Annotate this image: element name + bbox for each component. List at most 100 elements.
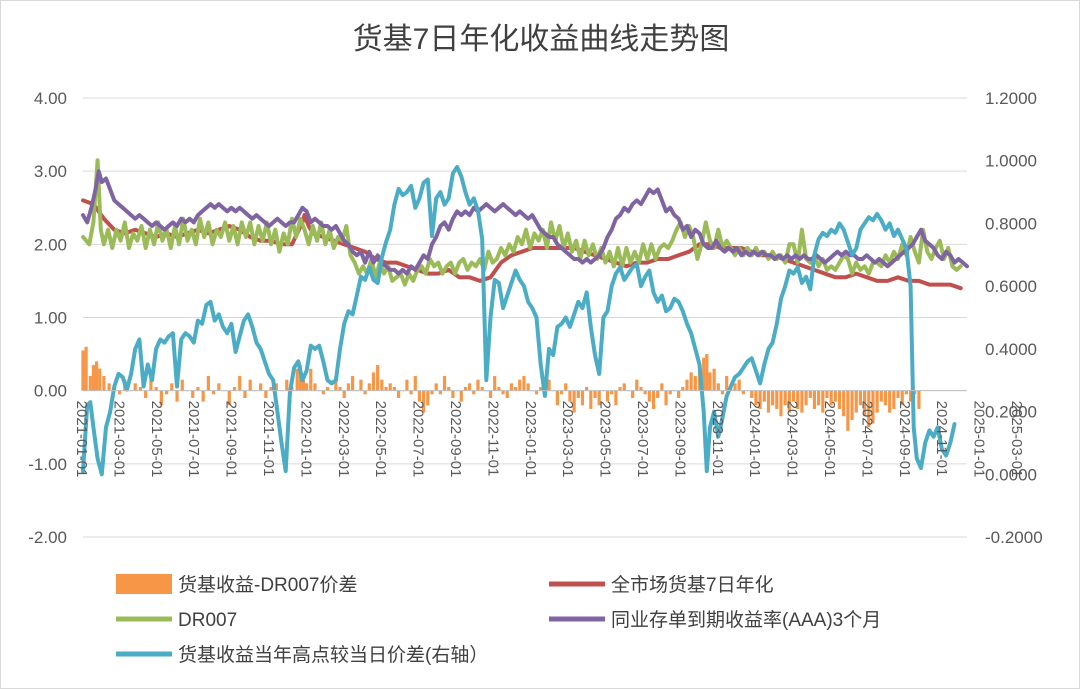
spread-bar [766, 390, 771, 413]
x-tick-label: 2021-07-01 [185, 401, 202, 478]
spread-bar [689, 372, 693, 391]
spread-bar [917, 390, 921, 409]
x-tick-label: 2022-07-01 [410, 401, 427, 478]
spread-bar [908, 390, 913, 402]
spread-bar [380, 379, 384, 391]
spread-bar [631, 390, 635, 398]
spread-bar [493, 376, 497, 391]
legend-label-mmf_yield: 全市场货基7日年化 [611, 574, 774, 596]
spread-bar [693, 376, 697, 391]
spread-bar [472, 390, 476, 395]
spread-bar [829, 390, 833, 406]
spread-bar [325, 387, 330, 391]
spread-bar [685, 379, 689, 391]
x-tick-label: 2023-07-01 [634, 401, 651, 478]
spread-bar [787, 390, 791, 413]
x-axis-ticks: 2021-01-01 2021-03-01 2021-05-01 2021-07-01… [73, 401, 1025, 478]
spread-bar [305, 383, 309, 391]
series-line-ncd_3m [81, 169, 969, 276]
spread-bar [468, 383, 472, 391]
spread-bar [227, 390, 231, 406]
spread-bar [447, 387, 451, 391]
spread-bar [91, 365, 96, 391]
spread-bar [338, 387, 342, 391]
legend-label-drawdown: 货基收益当年高点较当日价差(右轴） [178, 644, 488, 666]
spread-bar [518, 379, 522, 391]
left-tick-label: -2.00 [28, 528, 67, 547]
spread-bar [346, 383, 351, 391]
spread-bar [754, 390, 758, 406]
spread-bar [170, 383, 174, 391]
spread-bar [664, 390, 668, 406]
spread-bar [285, 379, 289, 391]
spread-bar [800, 390, 804, 413]
spread-bar [497, 387, 501, 391]
spread-bar [513, 387, 518, 391]
spread-bar [867, 390, 871, 428]
x-tick-label: 2024-11-01 [933, 401, 950, 477]
legend-label-dr007: DR007 [178, 610, 237, 631]
spread-bar [88, 376, 92, 391]
spread-bar [817, 390, 821, 406]
spread-bar [741, 390, 745, 395]
spread-bar [702, 357, 706, 391]
spread-bar [430, 390, 434, 395]
right-tick-label: 1.0000 [985, 152, 1037, 171]
spread-bar [568, 390, 572, 402]
spread-bar [651, 390, 656, 409]
left-tick-label: 2.00 [34, 235, 67, 254]
right-tick-label: -0.2000 [985, 528, 1043, 547]
spread-bar [733, 383, 737, 391]
spread-bar [804, 390, 808, 406]
spread-bar [900, 390, 904, 406]
spread-bar [580, 390, 585, 406]
spread-bar [417, 390, 422, 402]
spread-bar [434, 383, 438, 391]
spread-bar [837, 390, 842, 409]
spread-bar [243, 390, 247, 398]
spread-bar [107, 383, 111, 391]
spread-bar [812, 390, 817, 409]
spread-bar [476, 379, 480, 391]
spread-bar [334, 376, 338, 391]
x-tick-label: 2022-01-01 [297, 401, 314, 478]
x-tick-label: 2022-05-01 [372, 401, 389, 478]
spread-bar [825, 390, 829, 398]
spread-bar [896, 390, 900, 398]
right-tick-label: 0.6000 [985, 277, 1037, 296]
spread-bar [392, 387, 396, 391]
spread-bar [775, 390, 779, 409]
chart-title: 货基7日年化收益曲线走势图 [353, 23, 730, 56]
spread-bar [850, 390, 854, 420]
right-tick-label: 0.0000 [985, 465, 1037, 484]
spread-bar [376, 365, 380, 391]
spread-bar [622, 383, 626, 391]
spread-bar [117, 390, 122, 395]
spread-bar [643, 390, 647, 395]
x-tick-label: 2023-11-01 [709, 401, 726, 477]
x-tick-label: 2023-01-01 [522, 401, 539, 478]
left-tick-label: 1.00 [34, 309, 67, 328]
spread-bar [301, 376, 306, 391]
spread-bar [480, 387, 484, 391]
left-tick-label: 0.00 [34, 382, 67, 401]
right-tick-label: 0.4000 [985, 340, 1037, 359]
left-tick-label: -1.00 [28, 455, 67, 474]
spread-bar [639, 387, 643, 391]
spread-bar [708, 372, 712, 391]
spread-bar [144, 390, 148, 398]
series-line-dr007 [81, 158, 963, 287]
spread-bar [159, 390, 163, 406]
x-tick-label: 2022-03-01 [335, 401, 352, 478]
spread-bar [808, 390, 812, 398]
spread-bar [716, 383, 720, 391]
spread-bar [842, 390, 846, 417]
spread-bar [737, 379, 741, 391]
x-tick-label: 2022-11-01 [484, 401, 501, 477]
spread-bar [720, 390, 725, 395]
spread-bar [212, 390, 216, 395]
spread-bar [883, 390, 888, 406]
spread-bar [133, 383, 137, 391]
